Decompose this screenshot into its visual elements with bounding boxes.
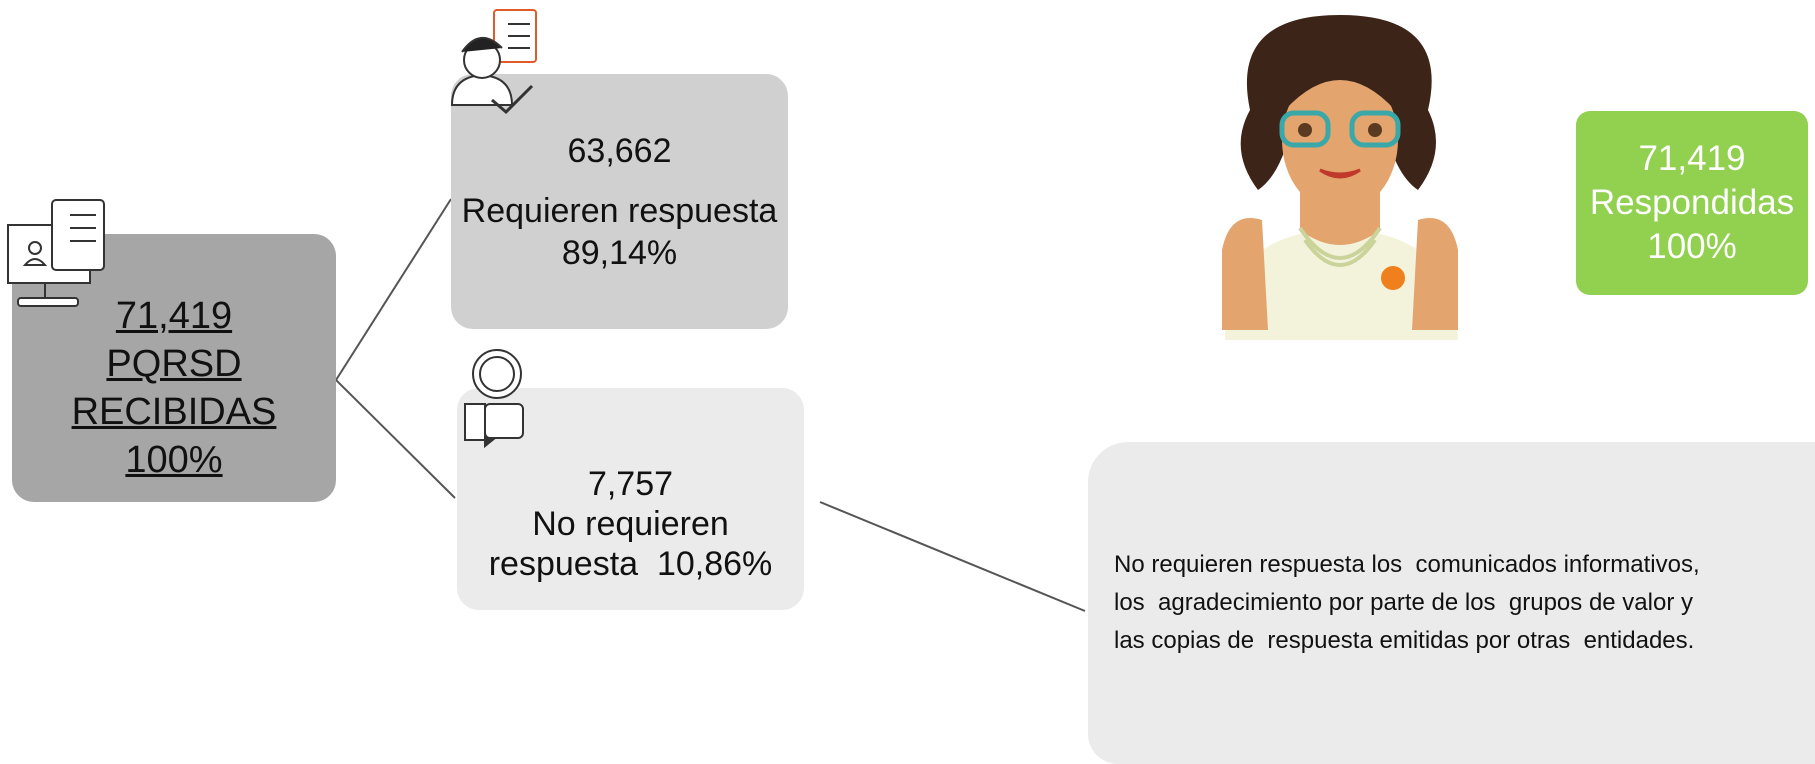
received-box: 71,419 PQRSD RECIBIDAS 100%: [12, 234, 336, 502]
text-line: Requieren respuesta: [461, 191, 778, 230]
answered-box: 71,419 Respondidas 100%: [1576, 111, 1808, 295]
connector: [335, 379, 456, 499]
note-box: No requieren respuesta los comunicados i…: [1088, 442, 1815, 764]
text-line: 100%: [125, 439, 223, 481]
text-line: los agradecimiento por parte de los grup…: [1114, 589, 1693, 616]
text-line: respuesta 10,86%: [488, 545, 773, 583]
require-box: 63,662 Requieren respuesta 89,14%: [451, 74, 788, 329]
text-line: No requieren: [532, 505, 729, 543]
text-line: 71,419: [1638, 139, 1746, 178]
connector: [819, 501, 1086, 612]
text-line: 89,14%: [561, 233, 678, 272]
not-require-box: 7,757 No requieren respuesta 10,86%: [457, 388, 804, 610]
text-line: las copias de respuesta emitidas por otr…: [1114, 627, 1695, 654]
text-line: No requieren respuesta los comunicados i…: [1114, 551, 1700, 578]
text-line: RECIBIDAS: [71, 391, 277, 433]
connector: [335, 198, 452, 381]
text-line: 7,757: [587, 465, 674, 503]
text-line: 100%: [1647, 227, 1737, 266]
text-line: PQRSD: [106, 343, 242, 385]
text-line: 71,419: [115, 295, 233, 337]
text-line: Respondidas: [1589, 183, 1795, 222]
text-line: 63,662: [567, 131, 672, 170]
